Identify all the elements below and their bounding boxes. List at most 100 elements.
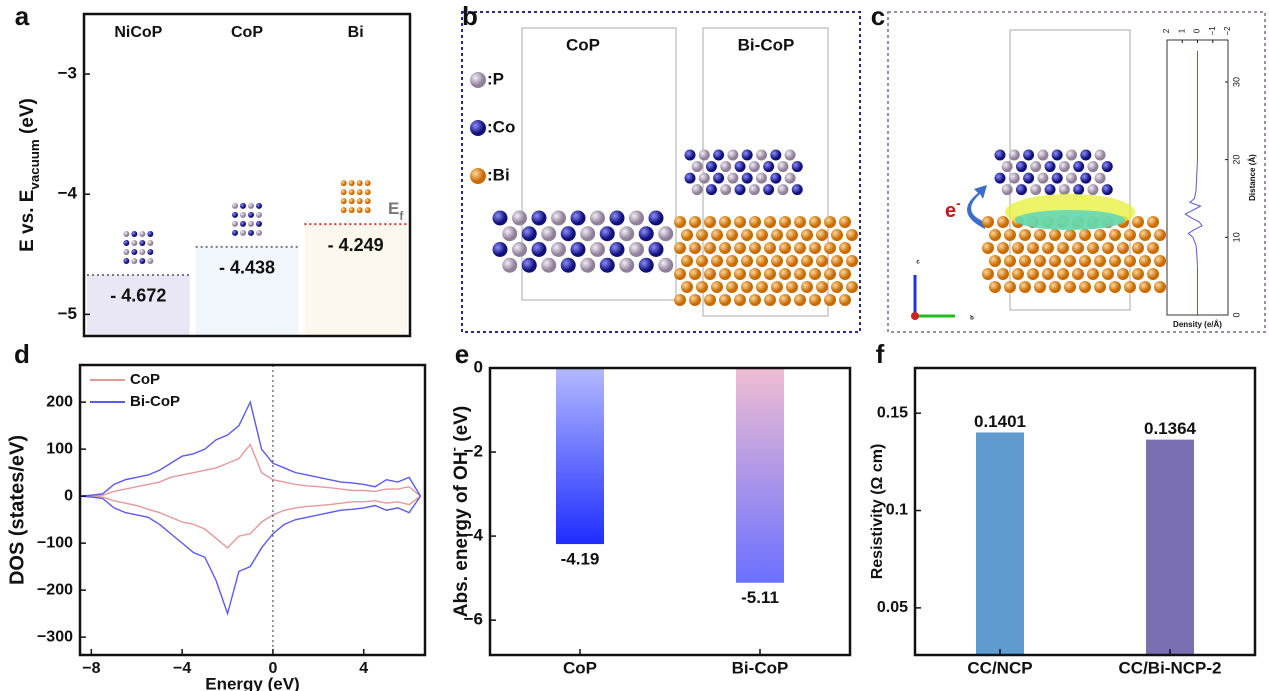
atom xyxy=(1073,184,1085,196)
atom xyxy=(1079,255,1091,267)
atom xyxy=(704,268,716,280)
atom xyxy=(791,184,803,196)
atom xyxy=(570,242,586,257)
axis-letter: c xyxy=(916,260,920,266)
atom xyxy=(492,242,508,257)
atom xyxy=(1094,229,1106,241)
atom xyxy=(809,294,821,306)
atom xyxy=(609,242,625,257)
atom xyxy=(1087,184,1099,196)
atom xyxy=(1023,149,1035,161)
y-axis-label: E vs. Evacuum (eV) xyxy=(17,98,42,252)
atom xyxy=(684,172,696,184)
icon-atom xyxy=(256,220,262,227)
atom xyxy=(1087,242,1099,254)
atom xyxy=(719,268,731,280)
atom xyxy=(720,184,732,196)
atom xyxy=(1034,281,1046,293)
atom xyxy=(470,168,486,184)
atom xyxy=(1066,149,1077,161)
plot-frame xyxy=(913,366,1257,657)
atom xyxy=(1147,216,1159,228)
atom xyxy=(846,255,858,267)
icon-atom xyxy=(356,207,363,214)
atom xyxy=(1094,172,1106,184)
atom xyxy=(756,172,767,184)
icon-atom xyxy=(348,180,355,187)
bar xyxy=(1146,439,1194,655)
icon-atom xyxy=(123,230,130,237)
atom xyxy=(1023,172,1035,184)
atom xyxy=(749,216,761,228)
icon-atom xyxy=(256,202,262,209)
atom xyxy=(824,242,836,254)
atom xyxy=(839,216,851,228)
atom xyxy=(748,161,760,173)
legend-label: :Co xyxy=(487,117,515,136)
x-tick-label: 2 xyxy=(1162,28,1171,33)
icon-atom xyxy=(256,211,262,218)
atom xyxy=(1102,242,1114,254)
atom xyxy=(1154,281,1166,293)
atom xyxy=(684,149,696,161)
atom xyxy=(719,242,731,254)
atom xyxy=(734,161,746,173)
icon-atom xyxy=(147,248,154,255)
y-axis-label-part: (eV) xyxy=(17,98,38,139)
x-tick-label: −8 xyxy=(82,660,100,677)
icon-atom xyxy=(147,257,154,264)
atom xyxy=(1004,281,1016,293)
atom xyxy=(1057,242,1069,254)
atom xyxy=(1012,242,1024,254)
atom xyxy=(989,229,1001,241)
atom xyxy=(512,242,527,257)
atom xyxy=(674,268,686,280)
icon-atom xyxy=(364,207,371,214)
electron-label: e- xyxy=(945,195,961,223)
atom xyxy=(1101,161,1113,173)
atom xyxy=(648,242,664,257)
atom xyxy=(816,229,828,241)
dos-line xyxy=(80,495,421,549)
atom xyxy=(777,161,789,173)
icon-atom xyxy=(364,180,371,187)
atom xyxy=(599,226,615,242)
category-label: CC/NCP xyxy=(967,658,1032,677)
category-label: Bi xyxy=(348,24,364,41)
atom xyxy=(590,242,605,257)
atom xyxy=(689,294,701,306)
atom xyxy=(816,281,828,293)
icon-atom xyxy=(240,202,246,209)
atom xyxy=(734,216,746,228)
atom xyxy=(786,229,798,241)
atom xyxy=(629,242,644,257)
y-tick-label: −300 xyxy=(37,628,73,645)
legend-label: :P xyxy=(487,69,504,88)
atom xyxy=(994,149,1006,161)
plot-frame xyxy=(488,366,852,657)
atom xyxy=(1132,216,1144,228)
atom xyxy=(531,242,547,257)
atom xyxy=(560,257,576,273)
axis-origin xyxy=(911,312,919,320)
atom xyxy=(1012,268,1024,280)
atom xyxy=(779,216,791,228)
atom xyxy=(997,268,1009,280)
atom xyxy=(1027,268,1039,280)
atom xyxy=(756,281,768,293)
atom xyxy=(1117,268,1129,280)
atom xyxy=(541,257,557,273)
atom xyxy=(1064,281,1076,293)
legend-label: CoP xyxy=(130,371,160,388)
x-tick-label: 0 xyxy=(1193,28,1202,33)
atom xyxy=(470,72,486,88)
atom xyxy=(764,242,776,254)
atom xyxy=(599,257,615,273)
atom xyxy=(1049,281,1061,293)
atom xyxy=(784,149,796,161)
atom xyxy=(570,210,586,226)
icon-atom xyxy=(139,257,146,264)
atom xyxy=(1087,161,1099,173)
atom xyxy=(824,216,836,228)
y-tick-label: −6 xyxy=(464,610,483,629)
